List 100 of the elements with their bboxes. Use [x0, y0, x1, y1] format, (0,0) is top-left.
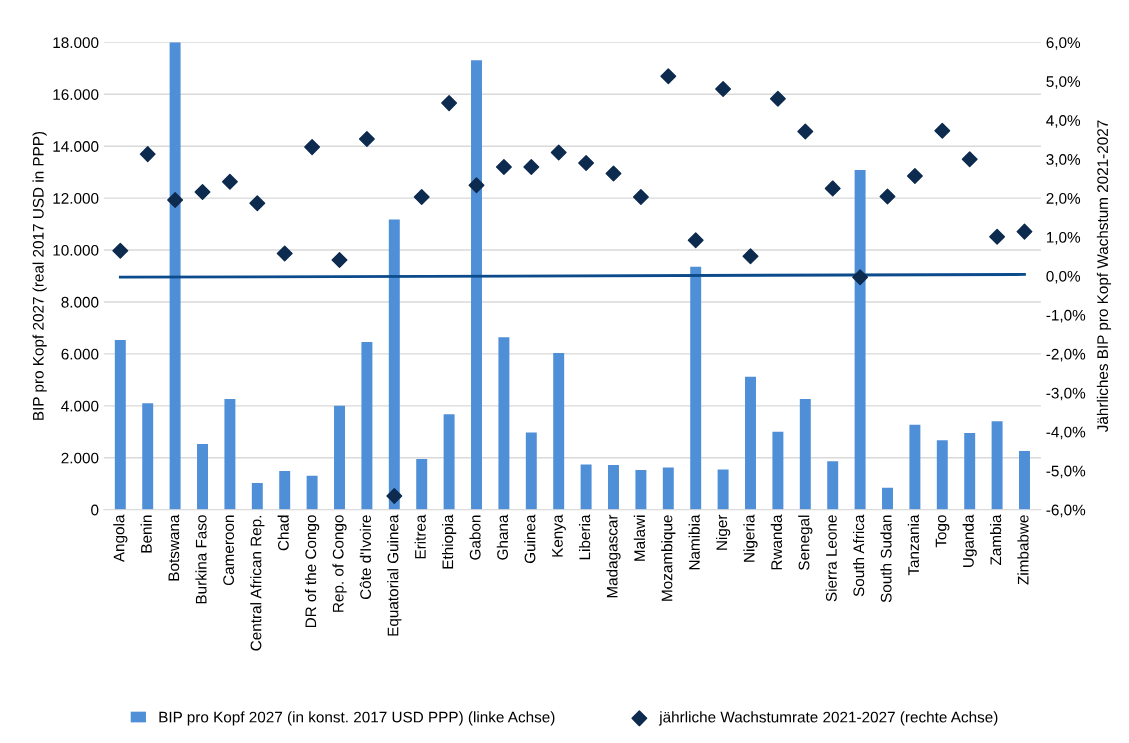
x-tick-label: Gabon: [469, 515, 481, 560]
y2-tick-label: -3,0%: [1046, 387, 1086, 401]
point: [632, 188, 649, 205]
bar: [251, 482, 263, 510]
point: [906, 167, 923, 184]
x-tick-label: Madagascar: [606, 514, 621, 598]
bar: [279, 471, 291, 510]
bar: [854, 170, 866, 510]
point: [441, 95, 458, 112]
point: [167, 192, 184, 209]
bar: [334, 405, 345, 510]
x-tick-label: Côte d'Ivoire: [359, 515, 372, 600]
bar: [662, 467, 674, 510]
y2-tick-label: -6,0%: [1046, 504, 1086, 518]
bar: [525, 432, 537, 510]
x-tick-label: Cameroon: [223, 515, 235, 586]
x-tick-label: Senegal: [798, 515, 813, 570]
x-tick-label: Togo: [935, 515, 950, 548]
x-tick-label: Namibia: [688, 514, 700, 570]
x-tick-label: Zambia: [989, 514, 1002, 566]
point: [934, 122, 951, 139]
point: [221, 173, 238, 190]
y-tick-label: 2.000: [61, 452, 99, 464]
y2-tick-label: 6,0%: [1046, 37, 1081, 50]
point: [742, 248, 759, 265]
point: [550, 144, 567, 161]
bar: [882, 487, 893, 510]
y-tick-label: 18.000: [53, 37, 99, 49]
bar: [498, 337, 510, 510]
point: [1016, 223, 1033, 240]
point: [961, 151, 978, 168]
bar: [169, 42, 181, 510]
x-tick-label: Sierra Leone: [825, 515, 837, 602]
bar: [991, 421, 1003, 510]
bar: [361, 341, 373, 510]
bar: [416, 459, 428, 510]
point: [358, 130, 375, 147]
legend-label: jährliche Wachstumrate 2021-2027 (rechte Achse): [658, 711, 998, 726]
bar: [909, 424, 921, 510]
bar: [580, 464, 592, 510]
x-tick-label: Nigeria: [743, 514, 758, 562]
y-tick-label: 16.000: [53, 89, 99, 100]
y2-tick-label: -1,0%: [1046, 309, 1086, 323]
point: [112, 242, 129, 259]
point: [989, 228, 1006, 245]
x-tick-label: Burkina Faso: [195, 515, 207, 604]
x-tick-label: Liberia: [578, 514, 591, 560]
y-tick-label: 14.000: [53, 141, 99, 152]
x-tick-label: Zimbabwe: [1017, 515, 1029, 585]
bar: [772, 431, 784, 510]
bar: [745, 376, 756, 510]
bar: [1019, 451, 1030, 510]
point: [468, 177, 485, 194]
bar: [799, 399, 811, 510]
point: [660, 68, 677, 85]
point: [879, 188, 896, 205]
point: [304, 139, 321, 156]
point: [797, 123, 814, 140]
x-tick-label: Rwanda: [770, 514, 782, 570]
bar: [717, 469, 729, 510]
bar: [197, 444, 208, 510]
y2-tick-label: -5,0%: [1046, 465, 1086, 479]
point: [605, 165, 622, 182]
bar: [142, 403, 154, 510]
x-tick-label: Uganda: [962, 514, 977, 567]
point: [276, 245, 293, 262]
bar: [635, 469, 647, 510]
bar: [936, 440, 948, 510]
point: [578, 155, 595, 172]
x-tick-label: Chad: [277, 515, 289, 551]
y2-tick-label: 4,0%: [1046, 115, 1081, 128]
x-tick-label: Mozambique: [661, 515, 676, 601]
y2-tick-label: -2,0%: [1046, 348, 1086, 362]
y2-tick-label: 1,0%: [1046, 231, 1081, 245]
x-tick-label: Malawi: [633, 515, 645, 561]
y2-tick-label: 2,0%: [1046, 193, 1081, 206]
point: [331, 252, 348, 269]
x-tick-label: South Africa: [852, 514, 865, 597]
y-tick-label: 12.000: [53, 193, 99, 204]
point: [495, 158, 512, 175]
x-tick-label: DR of the Congo: [304, 515, 320, 628]
point: [386, 488, 403, 505]
x-tick-label: Guinea: [524, 514, 536, 564]
y2-tick-label: 3,0%: [1046, 154, 1081, 167]
x-tick-label: Botswana: [168, 514, 180, 581]
bar: [471, 60, 482, 510]
bar: [690, 266, 702, 510]
x-tick-label: Kenya: [552, 514, 566, 557]
bar: [224, 399, 236, 510]
bar: [827, 461, 839, 510]
y-tick-label: 4.000: [61, 400, 99, 412]
x-tick-label: Angola: [113, 514, 128, 563]
bar: [443, 414, 455, 510]
x-tick-label: Ghana: [496, 514, 508, 560]
legend-label: BIP pro Kopf 2027 (in konst. 2017 USD PPP) (linke Achse): [159, 711, 555, 726]
y-tick-label: 10.000: [53, 244, 99, 256]
x-tick-label: Central African Rep.: [250, 515, 265, 651]
x-tick-label: South Sudan: [880, 515, 892, 603]
bar: [306, 475, 318, 510]
x-tick-label: Ethiopia: [441, 514, 457, 569]
